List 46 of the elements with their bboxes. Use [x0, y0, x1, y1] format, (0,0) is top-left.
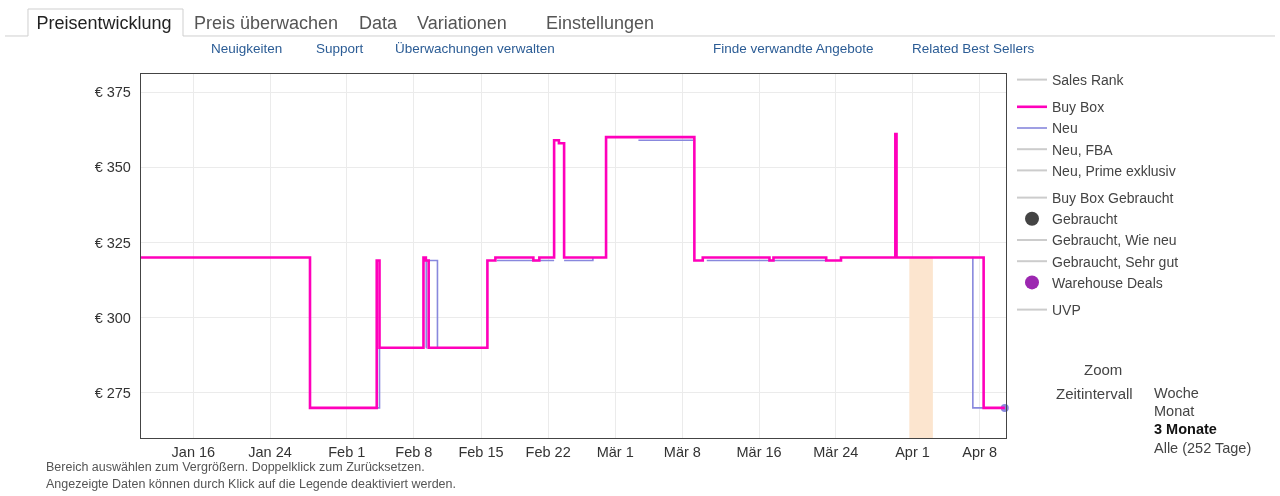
y-tick-label: € 275 [94, 384, 131, 401]
legend-label: Warehouse Deals [1052, 274, 1163, 291]
x-tick-label: Mär 24 [813, 443, 859, 460]
text: Related Best Sellers [912, 41, 1035, 56]
text: Variationen [417, 13, 507, 33]
x-tick-label: Mär 16 [736, 443, 782, 460]
y-tick-label: € 350 [94, 159, 131, 176]
text: Einstellungen [546, 13, 655, 33]
x-tick-label: Feb 22 [525, 443, 571, 460]
text: Data [359, 13, 399, 33]
legend-label: Gebraucht [1052, 211, 1118, 228]
x-tick-label: Apr 1 [895, 443, 930, 460]
legend-label: Buy Box [1052, 99, 1105, 116]
x-tick-label: Jan 16 [171, 443, 216, 460]
x-tick-label: Apr 8 [962, 443, 997, 460]
chart-title: Preisentwicklung [36, 13, 172, 34]
x-tick-label: Feb 15 [458, 443, 504, 460]
legend-label: Neu, Prime exklusiv [1052, 162, 1176, 179]
legend-label: Gebraucht, Sehr gut [1052, 253, 1179, 270]
text: Woche [1154, 385, 1199, 401]
legend-label: Gebraucht, Wie neu [1052, 232, 1177, 249]
legend-label: Neu [1052, 120, 1078, 137]
y-tick-label: € 300 [94, 309, 131, 326]
y-tick-label: € 375 [94, 84, 131, 101]
text: Preis überwachen [194, 13, 339, 33]
text: 3 Monate [1154, 421, 1217, 437]
text: Monat [1154, 403, 1195, 419]
x-tick-label: Feb 8 [395, 443, 433, 460]
legend-label: Neu, FBA [1052, 141, 1114, 158]
x-tick-label: Mär 1 [596, 443, 634, 460]
text: Neuigkeiten [211, 41, 283, 56]
text: Finde verwandte Angebote [713, 41, 874, 56]
x-tick-label: Mär 8 [663, 443, 701, 460]
legend-label: Sales Rank [1052, 72, 1125, 89]
text: Angezeigte Daten können durch Klick auf die Legende deaktiviert werden. [46, 477, 456, 491]
text: Support [316, 41, 364, 56]
x-tick-label: Feb 1 [328, 443, 366, 460]
text: Überwachungen verwalten [395, 41, 555, 56]
x-tick-label: Jan 24 [248, 443, 292, 460]
text: Alle (252 Tage) [1154, 440, 1252, 456]
legend-label: Buy Box Gebraucht [1052, 190, 1174, 207]
y-tick-label: € 325 [94, 234, 131, 251]
text: Bereich auswählen zum Vergrößern. Doppelklick zum Zurücksetzen. [46, 460, 425, 474]
legend-label: UVP [1052, 302, 1081, 319]
text: Zeitintervall [1056, 385, 1133, 402]
text: Zoom [1084, 361, 1123, 378]
